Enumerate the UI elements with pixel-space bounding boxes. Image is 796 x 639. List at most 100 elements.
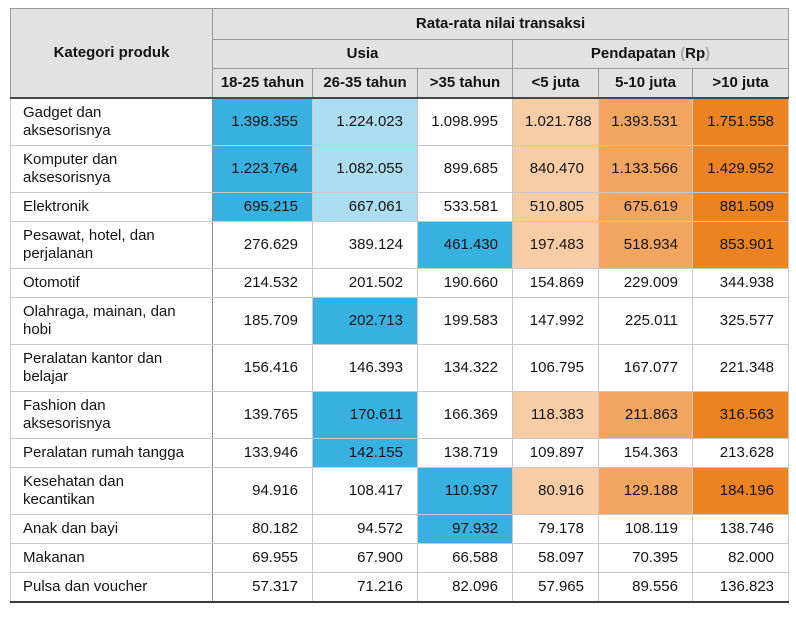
value-cell: 518.934 — [598, 221, 693, 269]
column-header-age-35plus: >35 tahun — [417, 68, 513, 99]
category-cell: Pesawat, hotel, dan perjalanan — [10, 221, 213, 269]
value-cell: 1.429.952 — [691, 145, 790, 193]
value-cell: 201.502 — [312, 268, 418, 298]
value-cell: 80.916 — [512, 467, 599, 515]
category-cell: Elektronik — [10, 192, 213, 222]
value-cell: 108.119 — [598, 514, 693, 544]
table-row: Makanan 69.955 67.900 66.588 58.097 70.395 82.… — [10, 543, 790, 573]
value-cell: 71.216 — [312, 572, 418, 603]
value-cell: 66.588 — [417, 543, 513, 573]
value-cell: 1.751.558 — [691, 97, 790, 146]
value-cell: 166.369 — [417, 391, 513, 439]
value-cell: 461.430 — [417, 221, 513, 269]
table-row: Peralatan rumah tangga 133.946 142.155 138.… — [10, 438, 790, 468]
value-cell: 1.098.995 — [417, 97, 513, 146]
value-cell: 229.009 — [598, 268, 693, 298]
value-cell: 1.133.566 — [598, 145, 693, 193]
value-cell: 156.416 — [212, 344, 313, 392]
value-cell: 147.992 — [512, 297, 599, 345]
value-cell: 675.619 — [598, 192, 693, 222]
value-cell: 106.795 — [512, 344, 599, 392]
value-cell: 134.322 — [417, 344, 513, 392]
table-row: Anak dan bayi 80.182 94.572 97.932 79.178 108… — [10, 514, 790, 544]
value-cell: 133.946 — [212, 438, 313, 468]
value-cell: 154.363 — [598, 438, 693, 468]
value-cell: 69.955 — [212, 543, 313, 573]
value-cell: 184.196 — [691, 467, 790, 515]
value-cell: 142.155 — [312, 438, 418, 468]
value-cell: 1.224.023 — [312, 97, 418, 146]
category-cell: Peralatan rumah tangga — [10, 438, 213, 468]
value-cell: 80.182 — [212, 514, 313, 544]
value-cell: 695.215 — [212, 192, 313, 222]
value-cell: 1.223.764 — [212, 145, 313, 193]
table-row: Pesawat, hotel, dan perjalanan 276.629 389.… — [10, 221, 790, 269]
value-cell: 89.556 — [598, 572, 693, 603]
category-cell: Fashion dan aksesorisnya — [10, 391, 213, 439]
table-row: Olahraga, mainan, dan hobi 185.709 202.713 1… — [10, 297, 790, 345]
corner-header: Kategori produk — [10, 8, 213, 99]
value-cell: 82.096 — [417, 572, 513, 603]
category-cell: Otomotif — [10, 268, 213, 298]
value-cell: 197.483 — [512, 221, 599, 269]
value-cell: 225.011 — [598, 297, 693, 345]
table-row: Kesehatan dan kecantikan 94.916 108.417 110.… — [10, 467, 790, 515]
category-cell: Anak dan bayi — [10, 514, 213, 544]
value-cell: 57.965 — [512, 572, 599, 603]
category-cell: Olahraga, mainan, dan hobi — [10, 297, 213, 345]
column-header-income-5-10: 5-10 juta — [598, 68, 693, 99]
value-cell: 881.509 — [691, 192, 790, 222]
column-header-age-26-35: 26-35 tahun — [312, 68, 418, 99]
value-cell: 899.685 — [417, 145, 513, 193]
value-cell: 118.383 — [512, 391, 599, 439]
value-cell: 221.348 — [691, 344, 790, 392]
value-cell: 316.563 — [691, 391, 790, 439]
group-header-pendapatan: Pendapatan (Rp) — [511, 39, 790, 69]
value-cell: 1.082.055 — [312, 145, 418, 193]
table-row: Pulsa dan voucher 57.317 71.216 82.096 57.96… — [10, 572, 790, 603]
value-cell: 136.823 — [691, 572, 790, 603]
value-cell: 211.863 — [598, 391, 693, 439]
value-cell: 70.395 — [598, 543, 693, 573]
value-cell: 138.719 — [417, 438, 513, 468]
value-cell: 840.470 — [512, 145, 599, 193]
table-row: Peralatan kantor dan belajar 156.416 146.39… — [10, 344, 790, 392]
value-cell: 79.178 — [512, 514, 599, 544]
paren-open: ( — [680, 45, 686, 62]
category-cell: Kesehatan dan kecantikan — [10, 467, 213, 515]
value-cell: 667.061 — [312, 192, 418, 222]
value-cell: 344.938 — [691, 268, 790, 298]
table-row: Otomotif 214.532 201.502 190.660 154.869 229.… — [10, 268, 790, 298]
value-cell: 108.417 — [312, 467, 418, 515]
table-row: Komputer dan aksesorisnya 1.223.764 1.082.0… — [10, 145, 790, 193]
value-cell: 853.901 — [691, 221, 790, 269]
table-body: Gadget dan aksesorisnya 1.398.355 1.224.023… — [10, 97, 790, 603]
table-row: Elektronik 695.215 667.061 533.581 510.805 67… — [10, 192, 790, 222]
value-cell: 276.629 — [212, 221, 313, 269]
paren-close: ) — [705, 45, 711, 62]
value-cell: 1.398.355 — [212, 97, 313, 146]
value-cell: 325.577 — [691, 297, 790, 345]
category-cell: Peralatan kantor dan belajar — [10, 344, 213, 392]
value-cell: 97.932 — [417, 514, 513, 544]
category-cell: Komputer dan aksesorisnya — [10, 145, 213, 193]
value-cell: 389.124 — [312, 221, 418, 269]
value-cell: 190.660 — [417, 268, 513, 298]
column-header-income-lt5: <5 juta — [512, 68, 599, 99]
table-header: Kategori produk Rata-rata nilai transaks… — [10, 8, 790, 99]
category-cell: Pulsa dan voucher — [10, 572, 213, 603]
column-header-income-gt10: >10 juta — [691, 68, 790, 99]
value-cell: 213.628 — [691, 438, 790, 468]
value-cell: 214.532 — [212, 268, 313, 298]
category-cell: Makanan — [10, 543, 213, 573]
value-cell: 533.581 — [417, 192, 513, 222]
value-cell: 138.746 — [691, 514, 790, 544]
value-cell: 510.805 — [512, 192, 599, 222]
value-cell: 58.097 — [512, 543, 599, 573]
value-cell: 94.572 — [312, 514, 418, 544]
value-cell: 154.869 — [512, 268, 599, 298]
column-header-age-18-25: 18-25 tahun — [212, 68, 313, 99]
transaction-table: Kategori produk Rata-rata nilai transaks… — [10, 8, 790, 603]
value-cell: 139.765 — [212, 391, 313, 439]
